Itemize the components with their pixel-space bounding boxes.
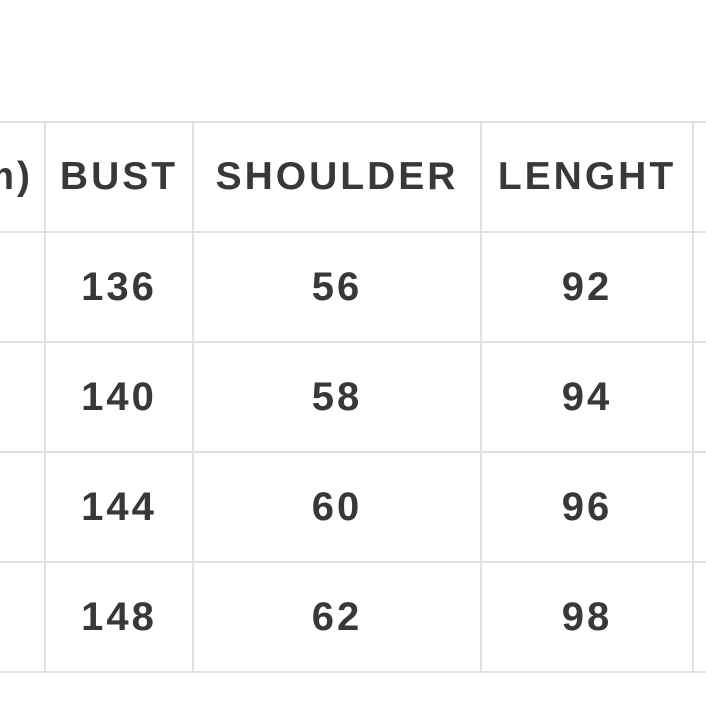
- cell-bust: 144: [44, 451, 194, 563]
- cell-extra: [692, 451, 706, 563]
- header-cell-size-cutoff: SIZE(cm): [0, 121, 46, 233]
- header-cell-bust: BUST: [44, 121, 194, 233]
- cell-size: [0, 561, 46, 673]
- cell-bust: 136: [44, 231, 194, 343]
- cell-shoulder: 62: [192, 561, 482, 673]
- cell-bust: 140: [44, 341, 194, 453]
- header-cell-extra-cutoff: [692, 121, 706, 233]
- table-row: 140 58 94: [0, 341, 706, 453]
- cell-size: [0, 341, 46, 453]
- cell-extra: [692, 231, 706, 343]
- table-row: 148 62 98: [0, 561, 706, 673]
- cell-shoulder: 58: [192, 341, 482, 453]
- cell-lenght: 94: [480, 341, 694, 453]
- table-row: 144 60 96: [0, 451, 706, 563]
- cell-lenght: 98: [480, 561, 694, 673]
- cell-extra: [692, 341, 706, 453]
- cell-size: [0, 231, 46, 343]
- cell-size: [0, 451, 46, 563]
- cell-lenght: 96: [480, 451, 694, 563]
- cell-extra: [692, 561, 706, 673]
- cell-shoulder: 60: [192, 451, 482, 563]
- table-row: 136 56 92: [0, 231, 706, 343]
- cell-shoulder: 56: [192, 231, 482, 343]
- table-header-row: SIZE(cm) BUST SHOULDER LENGHT: [0, 121, 706, 233]
- size-chart-table: SIZE(cm) BUST SHOULDER LENGHT 136 56 92 …: [0, 121, 706, 673]
- cell-bust: 148: [44, 561, 194, 673]
- header-cell-lenght: LENGHT: [480, 121, 694, 233]
- header-cell-shoulder: SHOULDER: [192, 121, 482, 233]
- cell-lenght: 92: [480, 231, 694, 343]
